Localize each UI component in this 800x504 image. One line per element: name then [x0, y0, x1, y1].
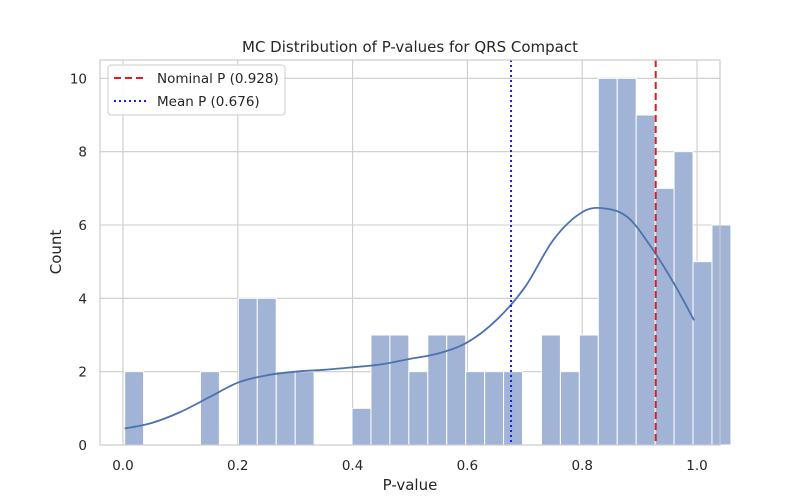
y-axis-label: Count	[47, 230, 65, 275]
histogram-bar	[673, 151, 694, 446]
histogram-bar	[199, 371, 220, 446]
plot-frame	[99, 59, 721, 446]
legend-nominal-label: Nominal P (0.928)	[157, 71, 279, 87]
reference-lines	[510, 60, 657, 445]
y-tick-label: 2	[78, 365, 87, 381]
histogram-bar	[711, 224, 732, 446]
histogram-bar	[503, 371, 524, 446]
histogram-bar	[540, 334, 561, 446]
y-tick-label: 8	[78, 145, 87, 161]
y-tick-labels: 0 2 4 6 8 10	[70, 71, 87, 454]
y-tick-label: 10	[70, 71, 87, 87]
x-tick-label: 0.0	[112, 458, 133, 474]
x-tick-label: 0.2	[227, 458, 248, 474]
kde-layer	[124, 206, 695, 430]
histogram-bars	[124, 77, 732, 446]
histogram-bar	[578, 334, 599, 446]
histogram-bar	[616, 77, 637, 446]
legend: Nominal P (0.928) Mean P (0.676)	[107, 64, 286, 116]
x-tick-label: 1.0	[686, 458, 707, 474]
x-tick-label: 0.8	[571, 458, 592, 474]
histogram-bar	[351, 407, 372, 446]
histogram-bar	[237, 297, 258, 446]
legend-mean-label: Mean P (0.676)	[157, 94, 260, 110]
y-tick-label: 4	[78, 291, 87, 307]
y-tick-label: 0	[78, 438, 87, 454]
histogram-bar	[465, 371, 486, 446]
x-axis-label: P-value	[383, 476, 438, 494]
histogram-bar	[256, 297, 277, 446]
x-tick-label: 0.6	[457, 458, 478, 474]
histogram-bar	[408, 371, 429, 446]
x-tick-labels: 0.0 0.2 0.4 0.6 0.8 1.0	[112, 458, 708, 474]
histogram-bar	[692, 261, 713, 446]
legend-box	[107, 64, 286, 116]
histogram-bar	[654, 187, 675, 446]
histogram-bar	[559, 371, 580, 446]
x-tick-label: 0.4	[342, 458, 363, 474]
histogram-bar	[484, 371, 505, 446]
kde-curve	[124, 206, 695, 430]
histogram-bar	[275, 371, 296, 446]
histogram-bar	[446, 334, 467, 446]
histogram-bar	[635, 114, 656, 446]
histogram-bar	[389, 334, 410, 446]
chart-title: MC Distribution of P-values for QRS Comp…	[242, 38, 578, 56]
histogram-bar	[124, 371, 145, 446]
histogram-bar	[370, 334, 391, 446]
y-tick-label: 6	[78, 218, 87, 234]
histogram-bar	[294, 371, 315, 446]
histogram-bar	[597, 77, 618, 446]
